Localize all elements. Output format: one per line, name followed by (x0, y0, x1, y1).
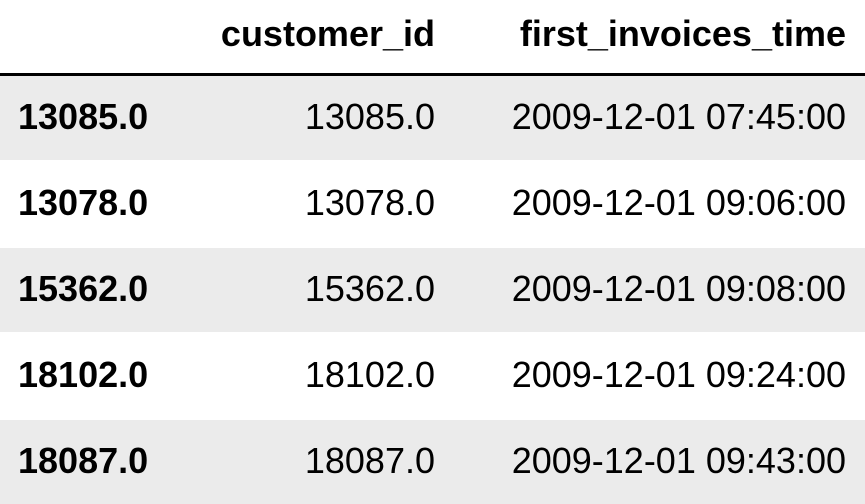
table-row: 18087.0 18087.0 2009-12-01 09:43:00 (0, 420, 865, 504)
cell-first-invoices-time: 2009-12-01 09:43:00 (511, 440, 846, 481)
cell-customer-id: 13085.0 (304, 96, 435, 137)
table-header: customer_id first_invoices_time (0, 0, 865, 76)
row-index: 15362.0 (18, 268, 149, 309)
row-index: 18087.0 (18, 440, 149, 481)
cell-first-invoices-time: 2009-12-01 09:08:00 (511, 268, 846, 309)
row-index: 18102.0 (18, 354, 149, 395)
cell-customer-id: 18087.0 (304, 440, 435, 481)
cell-customer-id: 13078.0 (304, 182, 435, 223)
cell-customer-id: 15362.0 (304, 268, 435, 309)
column-header-first-invoices-time: first_invoices_time (519, 13, 846, 54)
table-row: 13085.0 13085.0 2009-12-01 07:45:00 (0, 76, 865, 160)
row-index: 13085.0 (18, 96, 149, 137)
table-row: 15362.0 15362.0 2009-12-01 09:08:00 (0, 248, 865, 332)
row-index: 13078.0 (18, 182, 149, 223)
column-header-customer-id: customer_id (220, 13, 435, 54)
table-row: 18102.0 18102.0 2009-12-01 09:24:00 (0, 334, 865, 418)
cell-customer-id: 18102.0 (304, 354, 435, 395)
table-row: 13078.0 13078.0 2009-12-01 09:06:00 (0, 162, 865, 246)
cell-first-invoices-time: 2009-12-01 07:45:00 (511, 96, 846, 137)
cell-first-invoices-time: 2009-12-01 09:24:00 (511, 354, 846, 395)
cell-first-invoices-time: 2009-12-01 09:06:00 (511, 182, 846, 223)
